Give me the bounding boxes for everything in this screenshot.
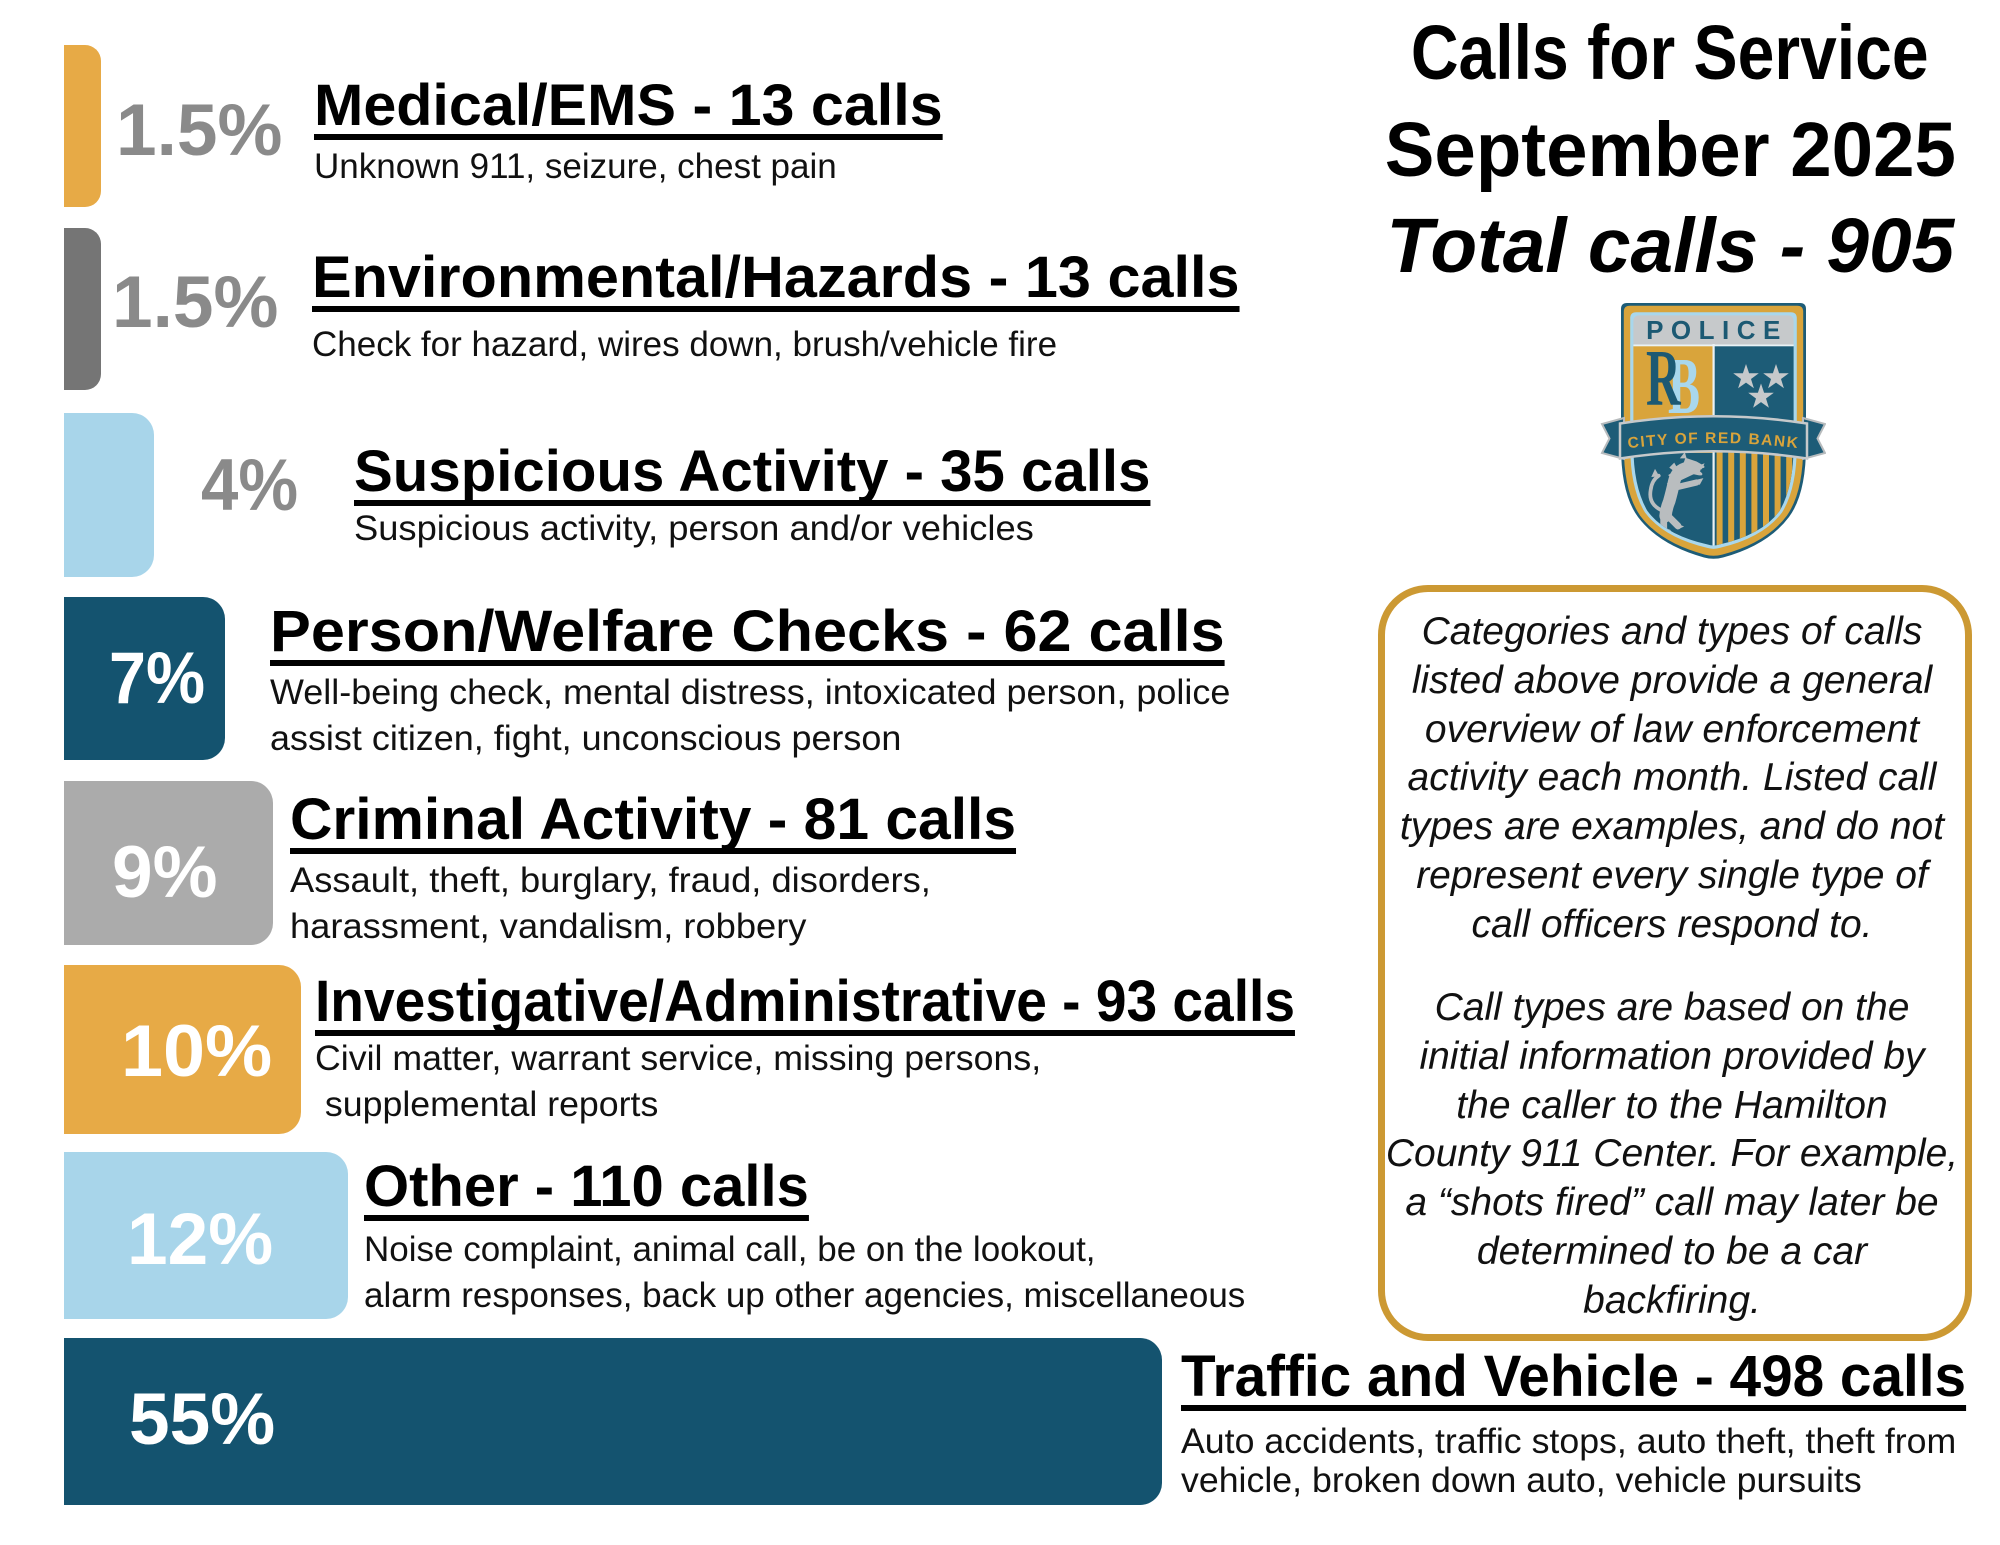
svg-text:R: R (1646, 335, 1682, 424)
svg-text:CITY OF RED BANK: CITY OF RED BANK (1627, 430, 1801, 452)
svg-text:POLICE: POLICE (1646, 315, 1788, 345)
